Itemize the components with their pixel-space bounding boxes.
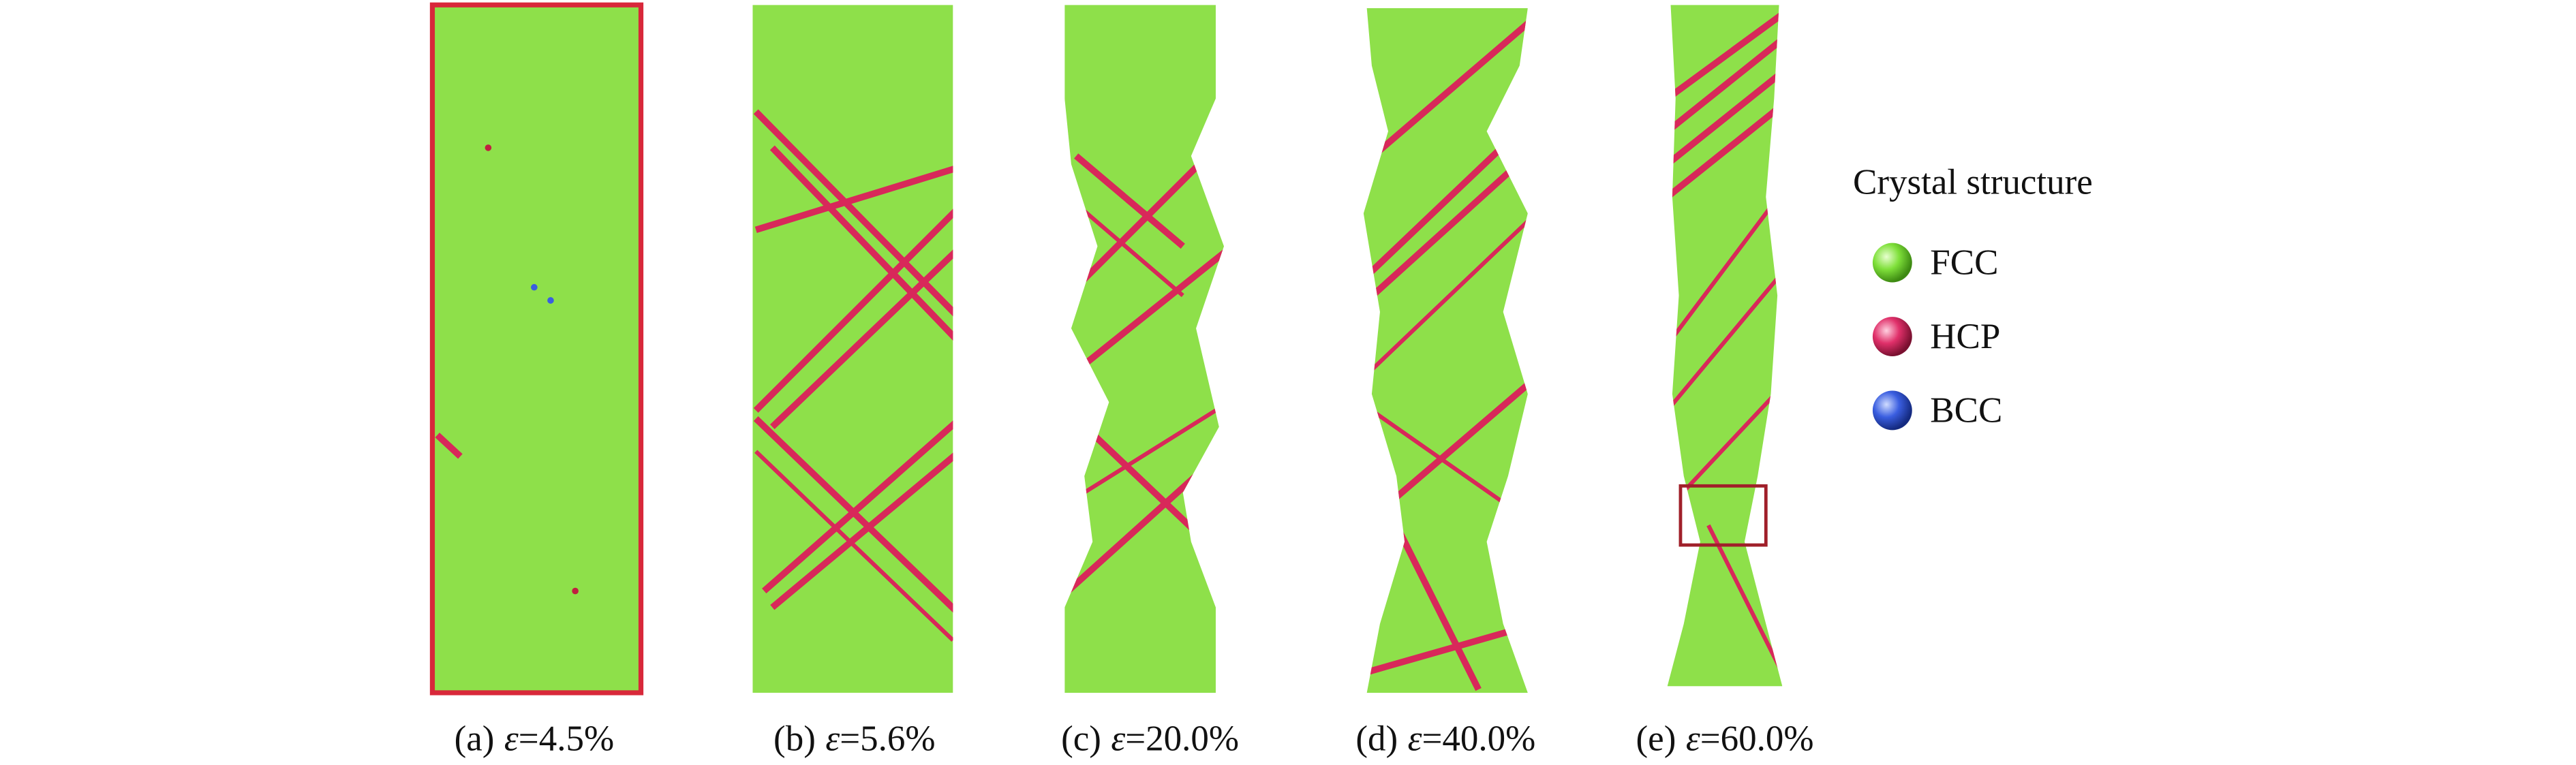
legend-swatch [1872, 317, 1912, 356]
legend-label: BCC [1930, 390, 2002, 430]
panel-label: (d) [1355, 719, 1398, 758]
strain-symbol: ε [825, 719, 840, 758]
specimen [429, 2, 644, 696]
legend-label: FCC [1930, 243, 1998, 282]
panel-label: (b) [773, 719, 816, 758]
legend-label: HCP [1930, 317, 2000, 356]
strain-value: =20.0% [1125, 719, 1239, 758]
strain-symbol: ε [1686, 719, 1700, 758]
caption: (b) ε=5.6% [773, 719, 935, 758]
legend-swatch [1872, 390, 1912, 431]
strain-value: =4.5% [519, 719, 614, 758]
strain-value: =40.0% [1422, 719, 1536, 758]
specimen [1667, 5, 1783, 687]
specimen [1064, 5, 1225, 693]
strain-symbol: ε [1111, 719, 1125, 758]
caption: (c) ε=20.0% [1061, 719, 1239, 758]
panel-label: (a) [455, 719, 495, 758]
specimen [1363, 8, 1528, 693]
legend-swatch [1872, 243, 1912, 283]
specimen [752, 5, 953, 693]
strain-symbol: ε [1408, 719, 1422, 758]
legend-title: Crystal structure [1853, 162, 2093, 202]
strain-value: =60.0% [1700, 719, 1814, 758]
strain-value: =5.6% [840, 719, 935, 758]
strain-symbol: ε [504, 719, 519, 758]
caption: (a) ε=4.5% [455, 719, 614, 758]
panel-label: (c) [1061, 719, 1101, 758]
caption: (e) ε=60.0% [1636, 719, 1814, 758]
panel-label: (e) [1636, 719, 1676, 758]
highlight-box [1678, 484, 1768, 547]
caption: (d) ε=40.0% [1355, 719, 1535, 758]
